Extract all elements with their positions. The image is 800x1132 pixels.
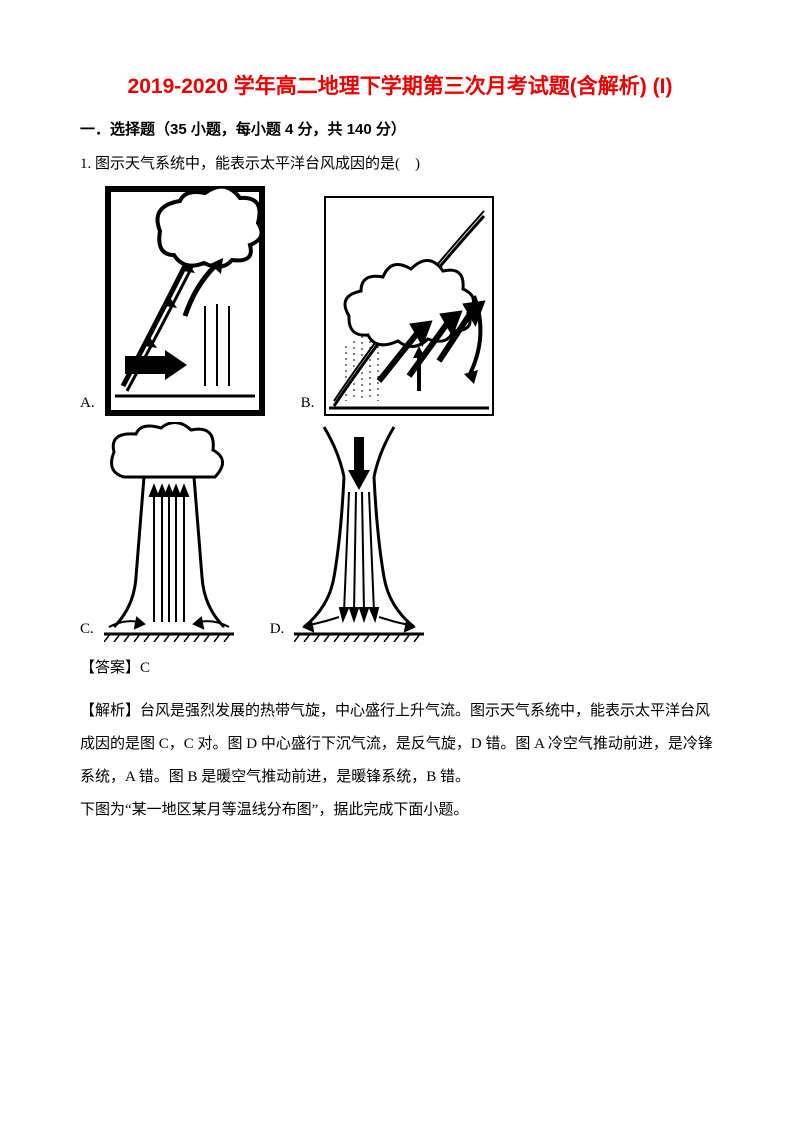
- section-header: 一．选择题（35 小题，每小题 4 分，共 140 分）: [80, 118, 720, 139]
- figure-c: [104, 422, 234, 642]
- figure-d: [294, 422, 424, 642]
- page-title: 2019-2020 学年高二地理下学期第三次月考试题(含解析) (I): [80, 70, 720, 100]
- answer-label: 【答案】C: [80, 652, 720, 685]
- explanation-text: 【解析】台风是强烈发展的热带气旋，中心盛行上升气流。图示天气系统中，能表示太平洋…: [80, 695, 720, 794]
- figure-a: [105, 186, 265, 416]
- figure-row-2: C.: [80, 422, 720, 642]
- figure-b: [324, 196, 494, 416]
- option-label-c: C.: [80, 621, 94, 642]
- option-label-a: A.: [80, 395, 95, 416]
- figure-row-1: A.: [80, 186, 720, 416]
- followup-text: 下图为“某一地区某月等温线分布图”，据此完成下面小题。: [80, 794, 720, 827]
- question-stem: 1. 图示天气系统中，能表示太平洋台风成因的是( ): [80, 153, 720, 176]
- exam-page: 2019-2020 学年高二地理下学期第三次月考试题(含解析) (I) 一．选择…: [0, 0, 800, 827]
- option-label-d: D.: [270, 621, 285, 642]
- option-label-b: B.: [301, 395, 315, 416]
